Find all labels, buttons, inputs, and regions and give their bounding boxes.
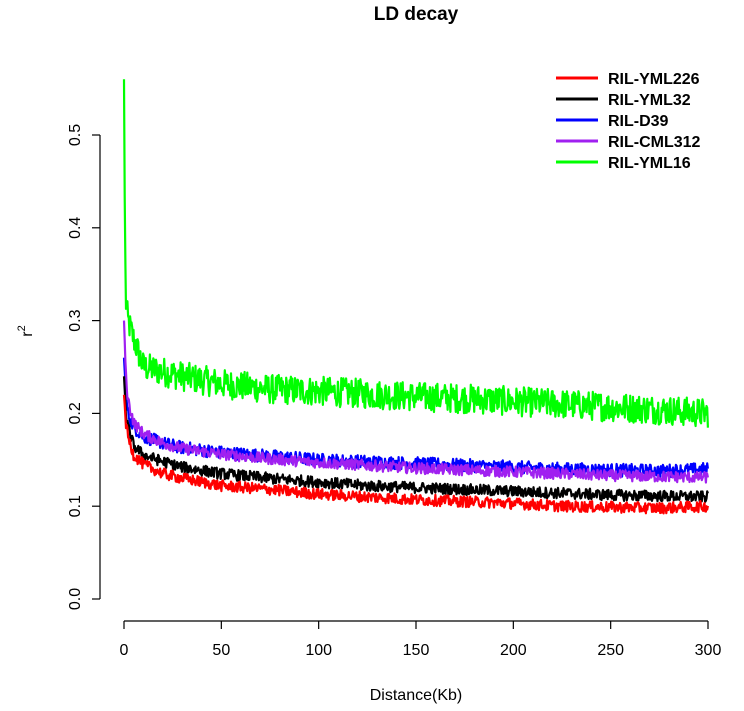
y-tick-label: 0.0 bbox=[67, 588, 84, 610]
y-tick-label: 0.5 bbox=[67, 124, 84, 146]
legend-label: RIL-YML16 bbox=[608, 155, 691, 172]
series-line-ril-yml16 bbox=[122, 79, 709, 428]
x-tick-label: 300 bbox=[695, 642, 722, 659]
y-tick-label: 0.2 bbox=[67, 402, 84, 424]
x-tick-label: 150 bbox=[403, 642, 430, 659]
x-tick-label: 200 bbox=[500, 642, 527, 659]
series-line-ril-cml312 bbox=[122, 320, 709, 484]
x-tick-label: 0 bbox=[120, 642, 129, 659]
x-axis: 0 50 100 150 200 250 300 bbox=[120, 620, 722, 659]
y-axis: 0.0 0.1 0.2 0.3 0.4 0.5 bbox=[67, 124, 101, 610]
series-group bbox=[122, 79, 709, 515]
series-line-ril-yml32 bbox=[122, 376, 709, 503]
x-tick-label: 50 bbox=[212, 642, 230, 659]
x-tick-label: 100 bbox=[305, 642, 332, 659]
legend-label: RIL-YML32 bbox=[608, 92, 691, 109]
y-tick-label: 0.3 bbox=[67, 309, 84, 331]
legend-label: RIL-D39 bbox=[608, 113, 669, 130]
legend-label: RIL-CML312 bbox=[608, 134, 701, 151]
series-line-ril-yml226 bbox=[122, 394, 709, 515]
y-tick-label: 0.4 bbox=[67, 217, 84, 239]
x-axis-label: Distance(Kb) bbox=[370, 687, 462, 704]
y-tick-label: 0.1 bbox=[67, 495, 84, 517]
legend-label: RIL-YML226 bbox=[608, 71, 700, 88]
y-axis-label: r2 bbox=[16, 325, 36, 336]
legend: RIL-YML226 RIL-YML32 RIL-D39 RIL-CML312 RIL-… bbox=[556, 71, 701, 172]
x-tick-label: 250 bbox=[597, 642, 624, 659]
chart-title: LD decay bbox=[374, 4, 459, 25]
